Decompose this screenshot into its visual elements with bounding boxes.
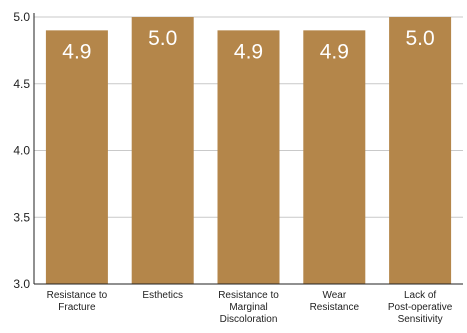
axis-layer (33, 13, 463, 285)
bar-label-layer: 4.9 5.0 4.9 4.9 5.0 (62, 27, 434, 63)
bar-value-label: 5.0 (405, 27, 434, 50)
bar (303, 30, 366, 284)
bar (131, 17, 194, 284)
x-tick-label-line: Marginal (229, 302, 267, 313)
x-tick-label-line: Esthetics (142, 290, 183, 301)
bar-value-label: 5.0 (148, 27, 177, 50)
x-tick-label-line: Discoloration (220, 314, 278, 325)
y-tick-layer: 3.0 3.5 4.0 4.5 5.0 (13, 10, 30, 291)
bar-value-label: 4.9 (62, 40, 91, 63)
x-tick-label: Esthetics (142, 290, 183, 301)
y-tick-label: 3.0 (13, 277, 30, 291)
bar (217, 30, 280, 284)
x-tick-label: Wear Resistance (310, 290, 360, 313)
bar (45, 30, 108, 284)
x-tick-label-line: Fracture (58, 302, 96, 313)
x-tick-label-line: Lack of (404, 290, 436, 301)
bar-value-label: 4.9 (234, 40, 263, 63)
x-tick-label: Resistance to Marginal Discoloration (218, 290, 279, 325)
x-tick-label-line: Resistance to (47, 290, 108, 301)
x-tick-label-line: Resistance to (218, 290, 279, 301)
y-tick-label: 5.0 (13, 10, 30, 24)
x-tick-label: Lack of Post-operative Sensitivity (388, 290, 453, 325)
x-tick-label-line: Sensitivity (398, 314, 443, 325)
bar-layer (45, 17, 452, 284)
bar (389, 17, 452, 284)
y-tick-label: 3.5 (13, 210, 30, 224)
y-tick-label: 4.0 (13, 144, 30, 158)
x-tick-label: Resistance to Fracture (47, 290, 108, 313)
x-tick-label-line: Post-operative (388, 302, 453, 313)
x-tick-label-line: Resistance (310, 302, 360, 313)
x-tick-label-line: Wear (322, 290, 346, 301)
bar-value-label: 4.9 (320, 40, 349, 63)
y-tick-label: 4.5 (13, 77, 30, 91)
